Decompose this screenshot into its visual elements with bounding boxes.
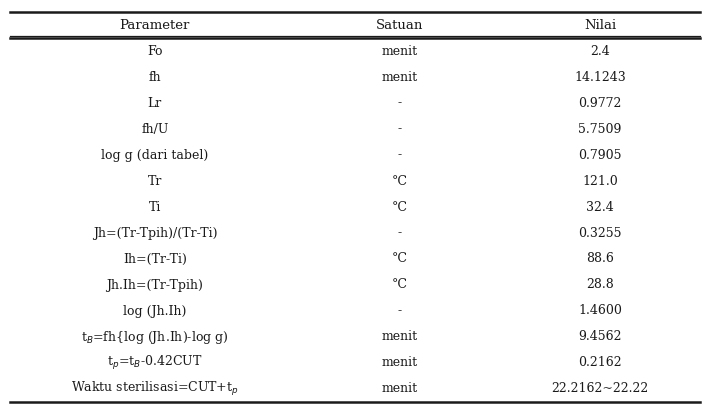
Text: Tr: Tr	[148, 175, 162, 187]
Text: 32.4: 32.4	[586, 201, 614, 213]
Text: 2.4: 2.4	[590, 44, 610, 58]
Text: Parameter: Parameter	[120, 19, 190, 31]
Text: °C: °C	[392, 175, 408, 187]
Text: -: -	[398, 122, 402, 136]
Text: log g (dari tabel): log g (dari tabel)	[101, 148, 209, 162]
Text: Fo: Fo	[147, 44, 163, 58]
Text: 0.7905: 0.7905	[578, 148, 622, 162]
Text: 88.6: 88.6	[586, 253, 614, 265]
Text: t$_B$=fh{log (Jh.Ih)-log g): t$_B$=fh{log (Jh.Ih)-log g)	[81, 328, 229, 346]
Text: t$_p$=t$_B$-0.42CUT: t$_p$=t$_B$-0.42CUT	[107, 354, 202, 372]
Text: menit: menit	[382, 330, 418, 344]
Text: Lr: Lr	[148, 96, 162, 110]
Text: Nilai: Nilai	[584, 19, 616, 31]
Text: -: -	[398, 304, 402, 318]
Text: 14.1243: 14.1243	[574, 70, 626, 84]
Text: °C: °C	[392, 279, 408, 292]
Text: fh: fh	[149, 70, 161, 84]
Text: menit: menit	[382, 44, 418, 58]
Text: 0.9772: 0.9772	[578, 96, 622, 110]
Text: 5.7509: 5.7509	[578, 122, 622, 136]
Text: menit: menit	[382, 70, 418, 84]
Text: Jh=(Tr-Tpih)/(Tr-Ti): Jh=(Tr-Tpih)/(Tr-Ti)	[93, 227, 217, 239]
Text: 22.2162~22.22: 22.2162~22.22	[552, 382, 649, 396]
Text: 0.2162: 0.2162	[578, 356, 622, 370]
Text: Ti: Ti	[149, 201, 161, 213]
Text: Satuan: Satuan	[376, 19, 423, 31]
Text: °C: °C	[392, 201, 408, 213]
Text: 0.3255: 0.3255	[578, 227, 622, 239]
Text: 9.4562: 9.4562	[578, 330, 622, 344]
Text: Waktu sterilisasi=CUT+t$_p$: Waktu sterilisasi=CUT+t$_p$	[71, 380, 239, 398]
Text: menit: menit	[382, 356, 418, 370]
Text: menit: menit	[382, 382, 418, 396]
Text: Jh.Ih=(Tr-Tpih): Jh.Ih=(Tr-Tpih)	[106, 279, 203, 292]
Text: 121.0: 121.0	[582, 175, 618, 187]
Text: fh/U: fh/U	[141, 122, 169, 136]
Text: Ih=(Tr-Ti): Ih=(Tr-Ti)	[123, 253, 187, 265]
Text: °C: °C	[392, 253, 408, 265]
Text: 28.8: 28.8	[586, 279, 614, 292]
Text: -: -	[398, 148, 402, 162]
Text: -: -	[398, 96, 402, 110]
Text: 1.4600: 1.4600	[578, 304, 622, 318]
Text: -: -	[398, 227, 402, 239]
Text: log (Jh.Ih): log (Jh.Ih)	[123, 304, 187, 318]
